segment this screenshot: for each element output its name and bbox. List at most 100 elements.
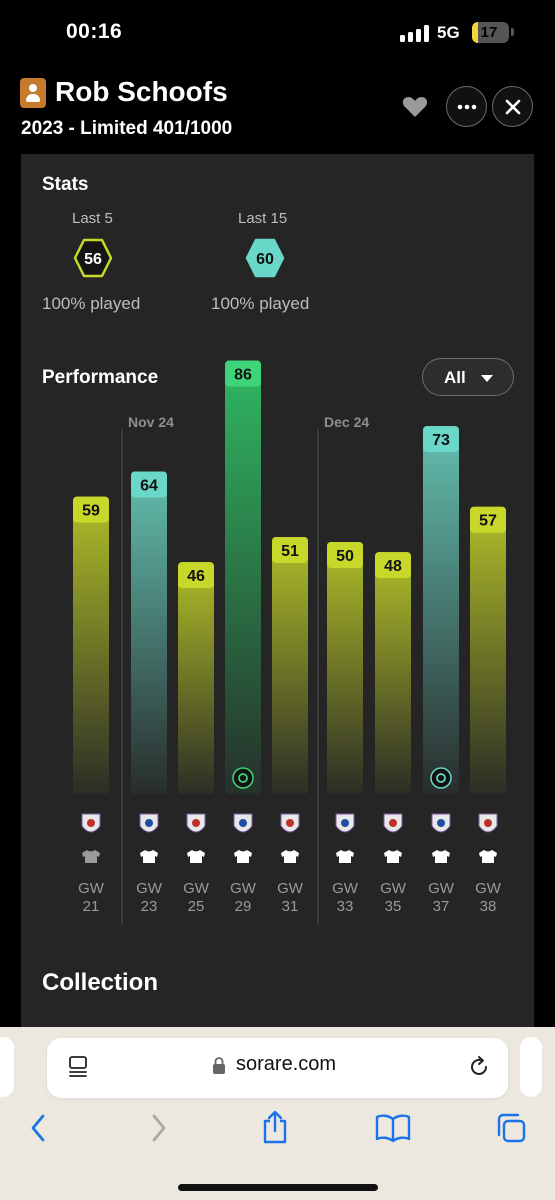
player-name: Rob Schoofs <box>55 76 228 107</box>
gameweek-number: 31 <box>282 898 299 915</box>
url-text[interactable]: sorare.com <box>236 1053 337 1075</box>
battery-icon: 17 <box>472 22 509 43</box>
bar-score-label: 50 <box>336 548 354 565</box>
gameweek-number: 23 <box>141 898 158 915</box>
previous-tab-peek[interactable] <box>0 1037 14 1097</box>
battery-level <box>472 22 479 43</box>
club-crest-detail <box>145 819 153 827</box>
address-bar[interactable] <box>47 1038 508 1098</box>
gameweek-number: 35 <box>385 898 402 915</box>
gameweek-label: GW <box>183 880 210 897</box>
month-label: Nov 24 <box>128 414 174 430</box>
performance-filter-dropdown[interactable]: All <box>422 358 514 396</box>
gameweek-label: GW <box>428 880 455 897</box>
last-5-score-badge: 56 <box>73 238 113 278</box>
gameweek-number: 38 <box>480 898 497 915</box>
club-crest-detail <box>87 819 95 827</box>
gameweek-label: GW <box>136 880 163 897</box>
bar-gw-33 <box>327 542 363 794</box>
home-indicator <box>178 1184 378 1191</box>
page-menu-icon[interactable] <box>67 1055 89 1079</box>
last-15-played: 100% played <box>211 294 310 313</box>
favorite-button[interactable] <box>400 92 430 122</box>
jersey-icon <box>140 850 158 863</box>
bar-score-label: 46 <box>187 568 205 585</box>
bar-score-badge <box>73 496 109 523</box>
player-card-icon <box>20 78 46 108</box>
club-crest-detail <box>437 819 445 827</box>
last-15-label: Last 15 <box>238 210 288 227</box>
share-icon[interactable] <box>259 1109 291 1145</box>
bar-score-badge <box>131 471 167 498</box>
club-crest-detail <box>286 819 294 827</box>
bar-gw-37 <box>423 426 459 794</box>
performance-chart: Nov 24 Dec 2459GW2164GW2346GW2586GW2951GW… <box>73 360 506 924</box>
ball-assist-icon <box>430 767 452 789</box>
close-icon <box>505 99 521 115</box>
bar-score-badge <box>272 536 308 563</box>
bar-gw-35 <box>375 552 411 794</box>
jersey-icon <box>336 850 354 863</box>
bar-gw-23 <box>131 471 167 794</box>
club-crest-detail <box>239 819 247 827</box>
last-5-label: Last 5 <box>72 210 113 227</box>
bar-gw-25 <box>178 562 214 794</box>
jersey-icon <box>432 850 450 863</box>
gameweek-number: 37 <box>433 898 450 915</box>
bar-score-label: 64 <box>140 477 158 494</box>
jersey-icon <box>187 850 205 863</box>
gameweek-number: 29 <box>235 898 252 915</box>
next-tab-peek[interactable] <box>520 1037 542 1097</box>
battery-cap <box>511 28 514 36</box>
bar-score-badge <box>375 552 411 579</box>
collection-title: Collection <box>42 969 159 996</box>
bookmarks-icon[interactable] <box>374 1113 412 1143</box>
club-crest-detail <box>484 819 492 827</box>
month-label: Dec 24 <box>324 414 369 430</box>
ball-assist-icon-inner <box>436 773 446 783</box>
bar-score-label: 86 <box>234 367 252 384</box>
tabs-icon[interactable] <box>494 1111 528 1145</box>
gameweek-label: GW <box>230 880 257 897</box>
bar-score-badge <box>178 562 214 589</box>
club-crest-detail <box>389 819 397 827</box>
card-header: Rob Schoofs 2023 - Limited 401/1000 <box>0 62 555 154</box>
bar-score-badge <box>470 506 506 533</box>
boot-icon <box>232 767 254 789</box>
bar-score-badge <box>423 426 459 453</box>
ellipsis-icon <box>457 104 477 110</box>
forward-arrow-icon[interactable] <box>143 1111 173 1145</box>
jersey-icon <box>234 850 252 863</box>
last-5-played: 100% played <box>42 294 141 313</box>
gameweek-label: GW <box>277 880 304 897</box>
bar-score-label: 48 <box>384 558 402 575</box>
gameweek-number: 21 <box>83 898 100 915</box>
last-15-score-badge: 60 <box>245 238 285 278</box>
status-bar: 00:16 5G 17 <box>0 0 555 62</box>
bar-gw-29 <box>225 360 261 794</box>
close-button[interactable] <box>492 86 533 127</box>
reload-icon[interactable] <box>467 1055 491 1079</box>
last-5-score: 56 <box>84 251 102 268</box>
network-label: 5G <box>437 23 460 42</box>
gameweek-label: GW <box>380 880 407 897</box>
bar-gw-31 <box>272 536 308 794</box>
gameweek-label: GW <box>475 880 502 897</box>
more-options-button[interactable] <box>446 86 487 127</box>
lock-icon <box>213 1057 225 1074</box>
browser-toolbar <box>0 1027 555 1200</box>
club-crest-detail <box>341 819 349 827</box>
club-crest-detail <box>192 819 200 827</box>
stats-title: Stats <box>42 174 89 195</box>
bar-score-label: 73 <box>432 432 450 449</box>
jersey-icon <box>281 850 299 863</box>
caret-down-icon <box>481 375 493 382</box>
bar-score-badge <box>327 542 363 568</box>
bar-score-label: 57 <box>479 513 497 530</box>
battery-percentage: 17 <box>480 24 498 41</box>
heart-icon <box>402 97 428 117</box>
gameweek-label: GW <box>332 880 359 897</box>
signal-icon <box>400 25 429 42</box>
gameweek-label: GW <box>78 880 105 897</box>
back-arrow-icon[interactable] <box>24 1111 54 1145</box>
